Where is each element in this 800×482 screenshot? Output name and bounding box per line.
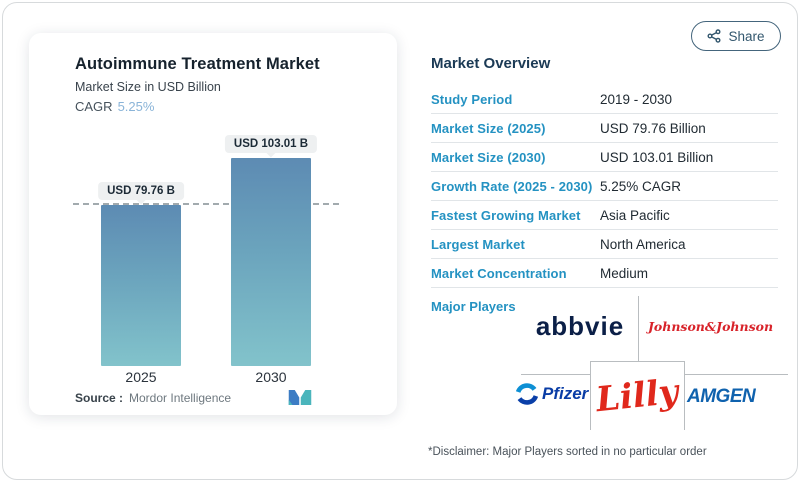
amgen-logo: AMGEN <box>687 386 756 407</box>
overview-row-label: Fastest Growing Market <box>431 207 581 223</box>
chart-card: Autoimmune Treatment Market Market Size … <box>29 33 397 415</box>
pfizer-swoosh-icon <box>515 383 539 405</box>
overview-row-market-size-2025: Market Size (2025) USD 79.76 Billion <box>431 114 778 143</box>
overview-row-market-size-2030: Market Size (2030) USD 103.01 Billion <box>431 143 778 172</box>
disclaimer-text: *Disclaimer: Major Players sorted in no … <box>428 446 707 458</box>
source-label: Source : <box>75 391 124 405</box>
chart-subtitle: Market Size in USD Billion <box>75 80 221 94</box>
overview-row-value: Asia Pacific <box>600 207 670 223</box>
chart-title: Autoimmune Treatment Market <box>75 55 320 73</box>
overview-row-value: Medium <box>600 265 649 281</box>
share-icon <box>707 29 721 43</box>
overview-row-fastest-growing-market: Fastest Growing Market Asia Pacific <box>431 201 778 230</box>
pfizer-logo: Pfizer <box>515 383 589 405</box>
bar-chart: USD 79.76 B USD 103.01 B 2025 2030 <box>29 33 397 415</box>
grid-divider-horizontal-right <box>685 374 788 375</box>
overview-row-label: Market Concentration <box>431 265 567 281</box>
lilly-cell: Lilly <box>590 361 685 430</box>
overview-table: Study Period 2019 - 2030 Market Size (20… <box>431 85 778 288</box>
grid-divider-horizontal-left <box>521 374 590 375</box>
overview-row-market-concentration: Market Concentration Medium <box>431 259 778 288</box>
source-row: Source : Mordor Intelligence <box>75 391 351 405</box>
share-label: Share <box>728 28 765 44</box>
grid-divider-vertical <box>638 296 639 361</box>
mordor-intelligence-logo-icon <box>288 389 312 411</box>
bar-value-label-2030: USD 103.01 B <box>224 135 318 153</box>
bar-value-label-2025: USD 79.76 B <box>98 181 184 200</box>
share-button[interactable]: Share <box>691 21 781 51</box>
overview-row-value: 2019 - 2030 <box>600 91 673 107</box>
overview-title: Market Overview <box>431 55 551 72</box>
johnson-and-johnson-logo: Johnson&Johnson <box>648 319 774 334</box>
major-players-label: Major Players <box>431 299 516 314</box>
overview-row-growth-rate: Growth Rate (2025 - 2030) 5.25% CAGR <box>431 172 778 201</box>
major-players-grid: abbvie Johnson&Johnson Pfizer Lilly AMGE… <box>413 291 793 441</box>
abbvie-logo: abbvie <box>535 311 625 341</box>
x-axis-label-2025: 2025 <box>125 369 157 385</box>
overview-row-value: USD 79.76 Billion <box>600 120 706 136</box>
overview-row-value: North America <box>600 236 686 252</box>
chart-cagr: CAGR 5.25% <box>75 99 154 114</box>
bar-2025[interactable] <box>101 205 181 366</box>
pfizer-wordmark: Pfizer <box>542 384 589 403</box>
overview-row-study-period: Study Period 2019 - 2030 <box>431 85 778 114</box>
cagr-label: CAGR <box>75 99 113 114</box>
overview-row-largest-market: Largest Market North America <box>431 230 778 259</box>
lilly-logo: Lilly <box>594 371 681 421</box>
overview-row-value: USD 103.01 Billion <box>600 149 714 165</box>
overview-row-label: Market Size (2030) <box>431 149 546 165</box>
overview-row-label: Largest Market <box>431 236 525 252</box>
cagr-value: 5.25% <box>117 99 155 114</box>
reference-dashed-line <box>73 202 339 205</box>
overview-row-label: Market Size (2025) <box>431 120 546 136</box>
overview-row-label: Study Period <box>431 91 513 107</box>
x-axis-label-2030: 2030 <box>255 369 287 385</box>
source-value: Mordor Intelligence <box>129 391 232 405</box>
overview-row-label: Growth Rate (2025 - 2030) <box>431 178 593 194</box>
overview-row-value: 5.25% CAGR <box>600 178 682 194</box>
bar-2030[interactable] <box>231 158 311 366</box>
